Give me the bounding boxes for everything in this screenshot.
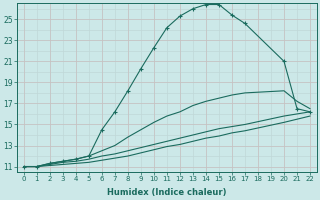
X-axis label: Humidex (Indice chaleur): Humidex (Indice chaleur)	[107, 188, 227, 197]
